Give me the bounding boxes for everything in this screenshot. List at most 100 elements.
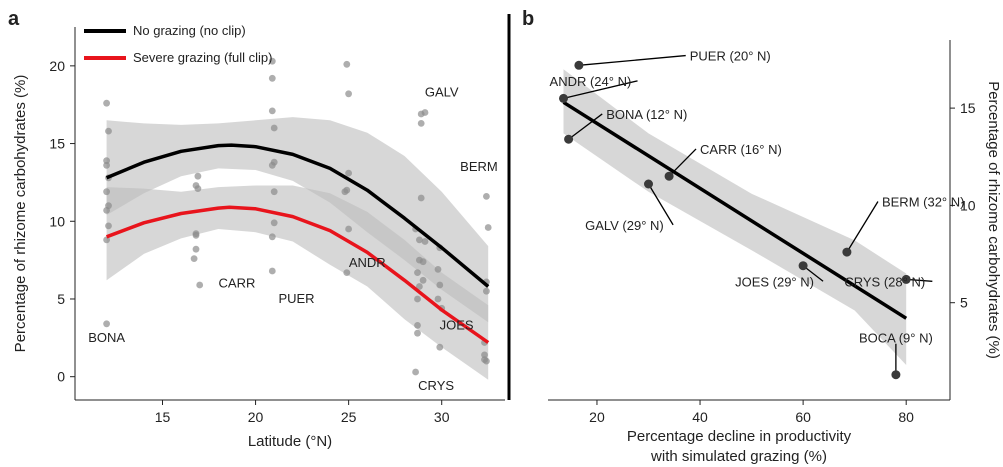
panel-a-fit-curve-2 [105,205,490,344]
panel-a-site-label: BERM [460,159,498,174]
panel-a-data-point [345,169,352,177]
panel-a-data-point [416,283,423,290]
panel-a-data-point [268,233,276,241]
panel-a-data-point [190,255,198,262]
panel-a-data-point [105,222,112,230]
panel-a-data-point [414,295,421,303]
panel-a-data-point [103,188,110,196]
panel-b-x-tick-label: 60 [795,409,811,425]
panel-a-confidence-band-2 [106,185,489,380]
panel-a-data-point [270,124,278,132]
panel-a-site-label: PUER [278,291,314,306]
panel-b-site-label: CARR (16° N) [700,142,782,157]
panel-a-data-point [421,109,429,116]
panel-a-data-point [436,281,444,289]
panel-b-x-axis-label: Percentage decline in productivity [627,428,852,445]
panel-a-data-point [414,269,421,276]
panel-a-data-point [345,90,352,98]
panel-a-x-axis-label: Latitude (°N) [248,433,332,450]
panel-b-leader-line [668,148,697,177]
panel-a-data-point [103,99,110,107]
panel-a-data-point [341,188,349,196]
panel-a-data-point [484,224,492,231]
panel-b-leader-line [568,113,603,140]
panel-b-site-label: BOCA (9° N) [859,331,933,346]
panel-b-data-point [559,93,568,103]
panel-b-leader-line [846,201,879,253]
panel-b-data-point [901,274,911,284]
panel-b-leader-line [647,183,674,226]
panel-b-site-label: CRYS (28° N) [844,274,925,289]
panel-a-data-point [434,295,442,303]
panel-a-site-label: ANDR [349,255,386,270]
panel-a-data-point [105,127,112,135]
panel-a-site-label: GALV [425,84,459,99]
panel-a-y-tick-label: 15 [49,136,65,152]
panel-a-label: a [8,8,20,30]
panel-a-data-point [103,236,110,244]
panel-a-y-tick-label: 0 [57,369,65,385]
panel-a-data-point [343,269,351,276]
panel-b-x-tick-label: 80 [898,409,914,425]
panel-a-data-point [192,245,200,253]
panel-b-y-tick-label: 15 [960,100,976,116]
panel-a-data-point [194,172,202,180]
panel-a-data-point [270,188,278,196]
panel-a-legend-label-1: No grazing (no clip) [133,23,246,38]
panel-a-data-point [436,343,444,351]
panel-b-y-axis-label: Percentage of rhizome carbohydrates (%) [985,81,1002,359]
panel-a-data-point [481,351,488,359]
panel-a-data-point [417,194,425,202]
panel-a-data-point [103,320,110,328]
panel-a-data-point [421,238,429,245]
panel-a-data-point [434,266,442,273]
panel-a-data-point [412,368,419,376]
panel-b-data-point [798,261,808,271]
panel-a-x-tick-label: 25 [341,409,357,425]
panel-a-confidence-band-1 [106,117,489,323]
panel-a-data-point [268,107,276,115]
panel-a-site-label: CARR [219,275,256,290]
panel-b-data-point [644,179,653,189]
panel-a-data-point [414,322,421,329]
panel-a-y-tick-label: 10 [49,213,65,229]
panel-a-data-point [194,185,202,193]
panel-a-data-point [103,207,110,214]
panel-b-site-label: BONA (12° N) [606,107,687,122]
panel-a-data-point [103,161,110,169]
panel-b-data-point [564,134,574,144]
panel-a-legend-label-2: Severe grazing (full clip) [133,50,272,65]
panel-b-data-point [842,247,852,257]
panel-b-fit-line [562,100,908,320]
panel-a-data-point [268,74,276,82]
panel-a-site-label: BONA [88,330,125,345]
panel-b-y-tick-label: 5 [960,295,968,311]
panel-a-site-label: CRYS [418,378,454,393]
panel-a-data-point [192,231,200,239]
panel-b-leader-line [563,80,638,100]
panel-b-x-tick-label: 40 [692,409,708,425]
panel-a-y-tick-label: 5 [57,291,65,307]
panel-a-data-point [416,236,423,244]
panel-a-data-point [414,329,421,337]
panel-b-x-tick-label: 20 [589,409,605,425]
panel-a-data-point [268,161,276,169]
panel-a-y-tick-label: 20 [49,58,65,74]
panel-b-site-label: GALV (29° N) [585,218,664,233]
panel-b-x-axis-label: with simulated grazing (%) [650,448,827,465]
panel-a-data-point [481,356,488,363]
panel-a-fit-curve-1 [105,143,490,288]
panel-b-site-label: PUER (20° N) [690,49,771,64]
panel-a-data-point [343,60,351,68]
panel-a-data-point [270,219,278,227]
panel-a-y-axis-label: Percentage of rhizome carbohydrates (%) [12,75,29,353]
panel-a-data-point [345,225,352,233]
panel-b-site-label: JOES (29° N) [735,274,814,289]
panel-b-site-label: BERM (32° N) [882,195,965,210]
panel-a-data-point [483,193,490,200]
panel-b-site-label: ANDR (24° N) [550,74,632,89]
panel-b-confidence-band [563,69,907,365]
panel-b-y-tick-label: 10 [960,197,976,213]
